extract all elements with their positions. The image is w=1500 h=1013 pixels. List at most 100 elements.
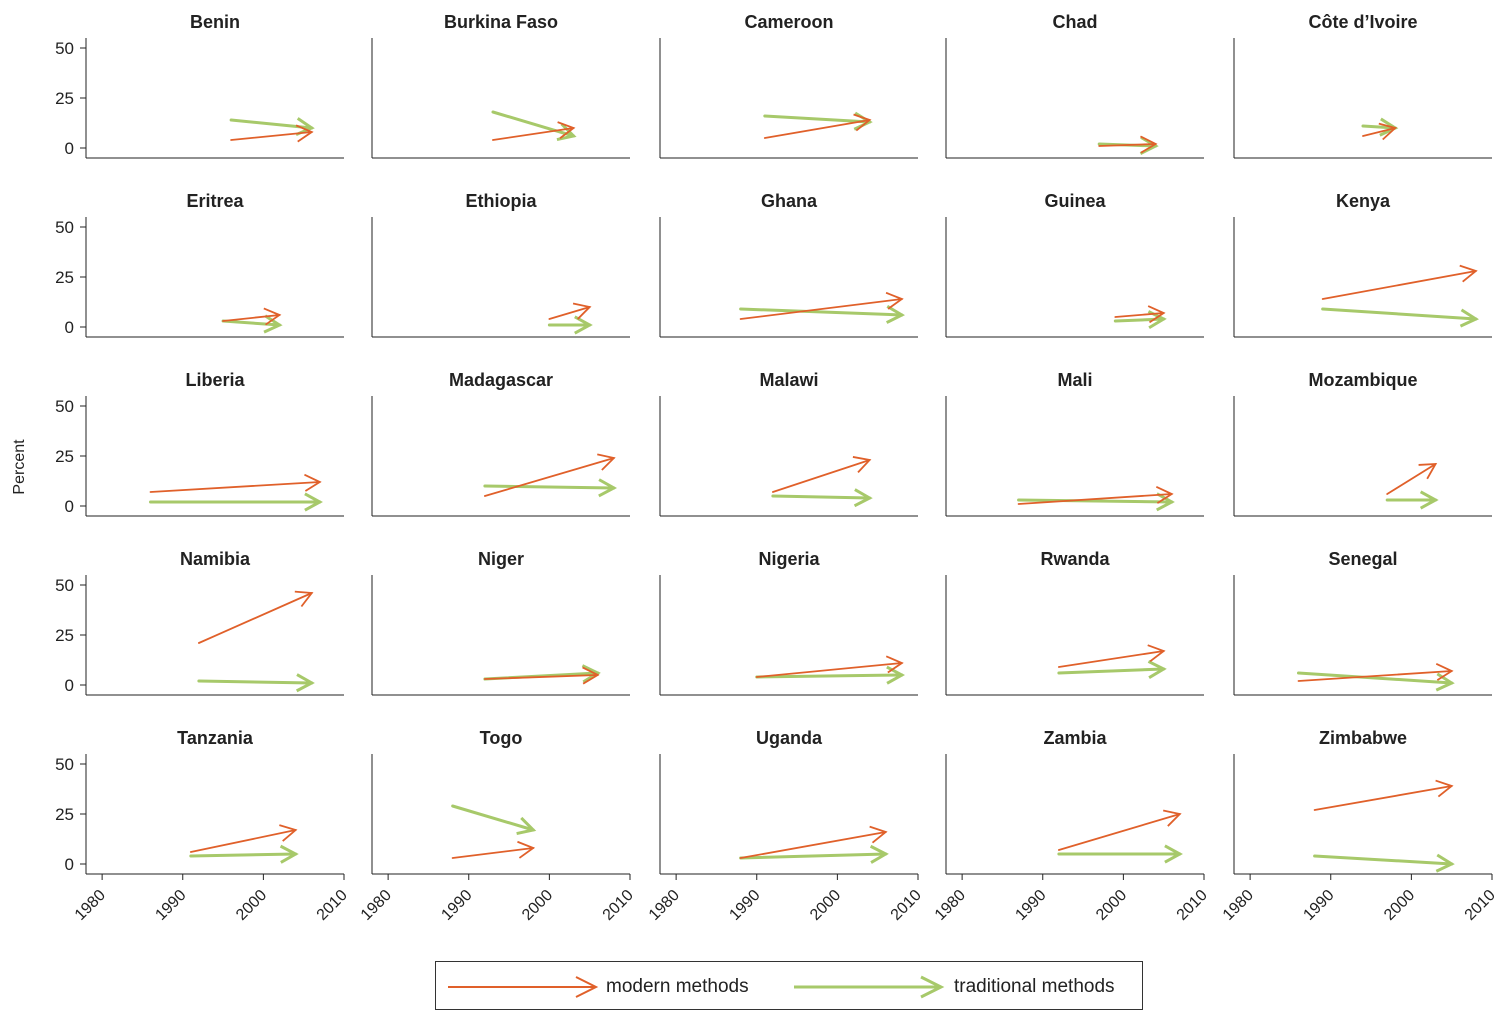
y-tick-label: 50 bbox=[55, 218, 74, 237]
x-tick-label: 1980 bbox=[932, 887, 969, 924]
modern-arrow-line bbox=[151, 482, 320, 492]
y-tick-label: 0 bbox=[65, 497, 74, 516]
panel-niger: Niger bbox=[372, 549, 630, 695]
x-tick-label: 2000 bbox=[519, 887, 556, 924]
panel-title: Liberia bbox=[185, 370, 245, 390]
y-tick-label: 0 bbox=[65, 139, 74, 158]
x-tick-label: 1980 bbox=[1220, 887, 1257, 924]
x-tick-label: 2010 bbox=[888, 887, 925, 924]
y-tick-label: 50 bbox=[55, 755, 74, 774]
panel-namibia: Namibia 0 25 50 bbox=[55, 549, 344, 695]
legend: modern methods traditional methods bbox=[435, 961, 1143, 1010]
panel-tanzania: Tanzania025501980 1990 2000 2010 bbox=[55, 728, 351, 924]
panel-title: Tanzania bbox=[177, 728, 254, 748]
panel-title: Uganda bbox=[756, 728, 823, 748]
traditional-arrow-line bbox=[1299, 673, 1452, 683]
panel-guinea: Guinea bbox=[946, 191, 1204, 337]
panel-zambia: Zambia 1980 1990 2000 2010 bbox=[932, 728, 1211, 924]
y-tick-label: 50 bbox=[55, 576, 74, 595]
panel-eritrea: Eritrea 0 25 50 bbox=[55, 191, 344, 337]
x-tick-label: 2000 bbox=[807, 887, 844, 924]
panel-title: Côte d’Ivoire bbox=[1308, 12, 1417, 32]
panel-chad: Chad bbox=[946, 12, 1204, 158]
panel-title: Niger bbox=[478, 549, 524, 569]
panel-kenya: Kenya bbox=[1234, 191, 1492, 337]
panel-title: Senegal bbox=[1328, 549, 1397, 569]
panel-burkina-faso: Burkina Faso bbox=[372, 12, 630, 158]
x-tick-label: 1990 bbox=[1300, 887, 1337, 924]
panel-zimbabwe: Zimbabwe 1980 1990 2000 2010 bbox=[1220, 728, 1499, 924]
panel-rwanda: Rwanda bbox=[946, 549, 1204, 695]
panel-title: Ethiopia bbox=[466, 191, 538, 211]
legend-traditional-label: traditional methods bbox=[954, 976, 1115, 998]
small-multiples-chart: Percent Benin02550Burkina Faso Cameroon Ch… bbox=[0, 0, 1500, 955]
x-tick-label: 1990 bbox=[438, 887, 475, 924]
panel-title: Rwanda bbox=[1040, 549, 1110, 569]
traditional-arrow-line bbox=[191, 854, 296, 856]
panel-title: Kenya bbox=[1336, 191, 1391, 211]
x-tick-label: 2010 bbox=[1174, 887, 1211, 924]
traditional-arrow-line bbox=[1315, 856, 1452, 864]
panel-title: Ghana bbox=[761, 191, 818, 211]
x-tick-label: 1980 bbox=[358, 887, 395, 924]
x-tick-label: 1980 bbox=[72, 887, 109, 924]
y-tick-label: 25 bbox=[55, 805, 74, 824]
modern-arrow-line bbox=[231, 132, 312, 140]
traditional-arrow-line bbox=[1059, 669, 1164, 673]
panel-title: Eritrea bbox=[186, 191, 244, 211]
modern-arrow-line bbox=[1059, 814, 1180, 850]
y-tick-label: 25 bbox=[55, 89, 74, 108]
modern-arrow-line bbox=[765, 120, 870, 138]
y-tick-label: 50 bbox=[55, 397, 74, 416]
panel-benin: Benin 0 25 50 bbox=[55, 12, 344, 158]
panel-malawi: Malawi bbox=[660, 370, 918, 516]
y-tick-label: 0 bbox=[65, 676, 74, 695]
panel-title: Namibia bbox=[180, 549, 251, 569]
panel-title: Madagascar bbox=[449, 370, 553, 390]
modern-arrow-line bbox=[773, 460, 870, 492]
modern-arrow-line bbox=[191, 830, 296, 852]
y-tick-label: 25 bbox=[55, 268, 74, 287]
panel-title: Burkina Faso bbox=[444, 12, 558, 32]
panel-cameroon: Cameroon bbox=[660, 12, 918, 158]
panel-title: Mali bbox=[1057, 370, 1092, 390]
legend-modern-label: modern methods bbox=[606, 976, 749, 998]
panel-title: Cameroon bbox=[744, 12, 833, 32]
panel-ethiopia: Ethiopia bbox=[372, 191, 630, 337]
y-tick-label: 0 bbox=[65, 855, 74, 874]
modern-arrow-line bbox=[1059, 651, 1164, 667]
panel-mali: Mali bbox=[946, 370, 1204, 516]
traditional-arrow-line bbox=[765, 116, 870, 122]
panel-uganda: Uganda 1980 1990 2000 2010 bbox=[646, 728, 925, 924]
modern-arrow-line bbox=[1315, 786, 1452, 810]
x-tick-label: 2010 bbox=[600, 887, 637, 924]
panel-title: Chad bbox=[1053, 12, 1098, 32]
x-tick-label: 2000 bbox=[233, 887, 270, 924]
panel-title: Zimbabwe bbox=[1319, 728, 1407, 748]
modern-arrow-line bbox=[199, 593, 312, 643]
traditional-arrow-line bbox=[199, 681, 312, 683]
x-tick-label: 2000 bbox=[1381, 887, 1418, 924]
traditional-arrow-line bbox=[485, 486, 614, 488]
panel-ghana: Ghana bbox=[660, 191, 918, 337]
x-tick-label: 2010 bbox=[1462, 887, 1499, 924]
traditional-arrow-line bbox=[1115, 319, 1163, 321]
panel-title: Malawi bbox=[759, 370, 818, 390]
y-tick-label: 25 bbox=[55, 447, 74, 466]
panel-title: Nigeria bbox=[758, 549, 820, 569]
modern-arrow-line bbox=[485, 458, 614, 496]
panel-nigeria: Nigeria bbox=[660, 549, 918, 695]
panel-title: Zambia bbox=[1043, 728, 1107, 748]
x-tick-label: 1990 bbox=[726, 887, 763, 924]
modern-arrow-line bbox=[1323, 271, 1476, 299]
y-tick-label: 50 bbox=[55, 39, 74, 58]
modern-arrow-line bbox=[1387, 464, 1435, 494]
panel-senegal: Senegal bbox=[1234, 549, 1492, 695]
panel-madagascar: Madagascar bbox=[372, 370, 630, 516]
y-tick-label: 0 bbox=[65, 318, 74, 337]
panel-liberia: Liberia 0 25 50 bbox=[55, 370, 344, 516]
x-tick-label: 1980 bbox=[646, 887, 683, 924]
y-tick-label: 25 bbox=[55, 626, 74, 645]
traditional-arrow-line bbox=[453, 806, 534, 830]
panel-togo: Togo 1980 1990 2000 2010 bbox=[358, 728, 637, 924]
